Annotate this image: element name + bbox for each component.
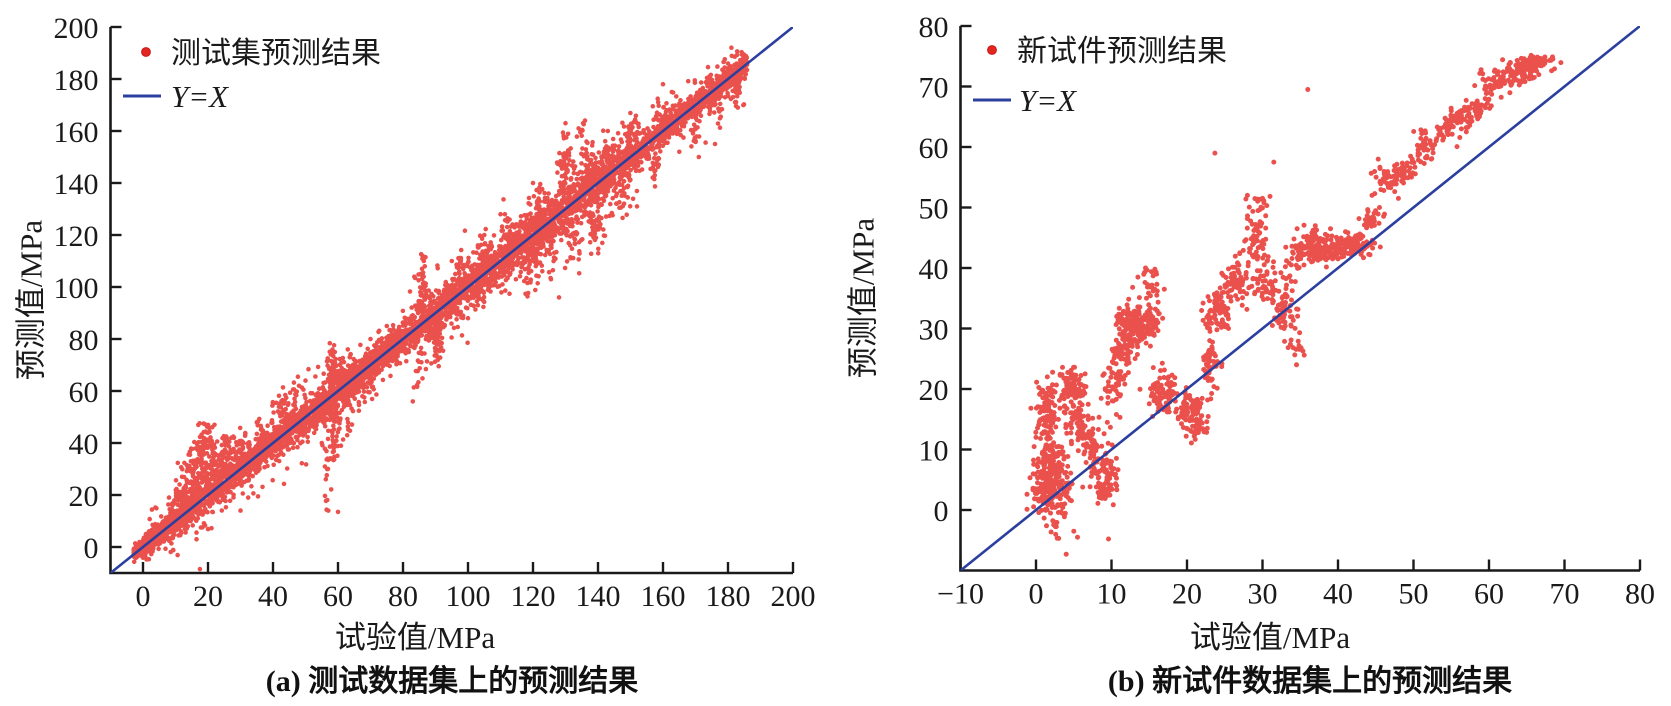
y-axis-label-b: 预测值/MPa	[845, 217, 881, 379]
x-axis-label-b: 试验值/MPa	[1189, 620, 1351, 655]
y-tick-label: 10	[919, 435, 949, 468]
y-tick-label: 60	[69, 376, 99, 409]
y-tick-label: 20	[919, 374, 949, 407]
x-tick-label: 10	[1097, 578, 1127, 611]
x-tick-label: 50	[1399, 578, 1429, 611]
x-axis-label-a: 试验值/MPa	[334, 620, 496, 655]
caption-a-text: 测试数据集上的预测结果	[308, 665, 639, 698]
identity-line	[110, 27, 793, 573]
scatter-plot-b: −10 0 10 20 30 40 50 60 70 80 0 10 20 30 40 50 60 70 80 新试…	[919, 11, 1656, 611]
legend-a: 测试集预测结果 Y=X	[123, 37, 381, 114]
y-tick-label: 160	[54, 116, 99, 149]
y-tick-label: 100	[54, 272, 99, 305]
legend-marker-red-dot	[987, 45, 997, 55]
y-tick-label: 20	[69, 480, 99, 513]
x-tick-label: 60	[1474, 578, 1504, 611]
y-tick-label: 80	[69, 324, 99, 357]
caption-b-letter: (b)	[1107, 665, 1145, 698]
legend-label-yx-b: Y=X	[1019, 83, 1077, 118]
y-tick-label: 80	[919, 11, 949, 44]
x-tick-label: 140	[576, 580, 621, 613]
x-tick-label: 80	[388, 580, 418, 613]
x-tick-label: 20	[193, 580, 223, 613]
y-tick-label: 30	[919, 314, 949, 347]
y-tick-label: 180	[54, 64, 99, 97]
x-tick-label: 160	[641, 580, 686, 613]
legend-label-yx-a: Y=X	[171, 79, 229, 114]
x-tick-label: 0	[136, 580, 151, 613]
x-tick-label: 180	[706, 580, 751, 613]
y-tick-label: 50	[919, 193, 949, 226]
x-tick-label: 100	[446, 580, 491, 613]
y-axis-label-a: 预测值/MPa	[13, 219, 49, 381]
scatter-points	[1024, 52, 1564, 557]
y-tick-label: 120	[54, 220, 99, 253]
y-tick-label: 60	[919, 132, 949, 165]
caption-a: (a) 测试数据集上的预测结果	[266, 656, 638, 700]
y-tick-label: 40	[919, 253, 949, 286]
x-tick-label: 30	[1248, 578, 1278, 611]
axes-a: 0 20 40 60 80 100 120 140 160 180 200 0 20 40 60 80 100 1…	[54, 12, 816, 613]
x-tick-label: 0	[1029, 578, 1044, 611]
x-tick-label: 40	[1323, 578, 1353, 611]
y-tick-label: 0	[84, 532, 99, 565]
x-tick-label: −10	[937, 578, 984, 611]
y-tick-label: 0	[934, 495, 949, 528]
x-tick-label: 200	[771, 580, 816, 613]
x-tick-label: 120	[511, 580, 556, 613]
x-tick-label: 20	[1172, 578, 1202, 611]
identity-line	[960, 26, 1640, 571]
scatter-plot-a: 0 20 40 60 80 100 120 140 160 180 200 0 20 40 60 80 100 1…	[54, 12, 816, 613]
x-tick-label: 60	[323, 580, 353, 613]
caption-a-letter: (a)	[265, 665, 301, 698]
legend-label-test-set: 测试集预测结果	[171, 37, 381, 70]
x-tick-label: 80	[1625, 578, 1655, 611]
x-tick-label: 70	[1550, 578, 1580, 611]
legend-label-new-specimen: 新试件预测结果	[1017, 35, 1227, 68]
caption-b: (b) 新试件数据集上的预测结果	[1108, 656, 1512, 700]
legend-b: 新试件预测结果 Y=X	[973, 35, 1227, 118]
y-tick-label: 140	[54, 168, 99, 201]
x-tick-label: 40	[258, 580, 288, 613]
y-tick-label: 70	[919, 72, 949, 105]
y-tick-label: 40	[69, 428, 99, 461]
caption-b-text: 新试件数据集上的预测结果	[1152, 665, 1513, 698]
legend-marker-red-dot	[141, 47, 151, 57]
y-tick-label: 200	[54, 12, 99, 45]
